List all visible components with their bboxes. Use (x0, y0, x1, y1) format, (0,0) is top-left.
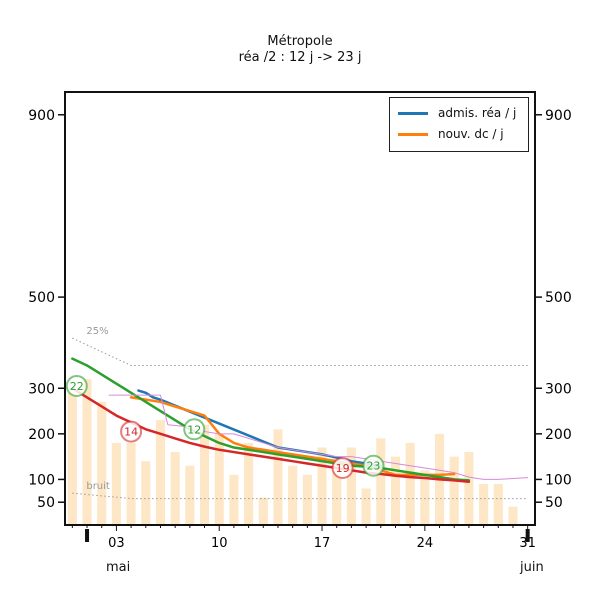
y-tick-label: 300 (28, 381, 55, 397)
y-tick-label: 500 (28, 290, 55, 306)
point-markers: 22 14 12 19 23 (65, 374, 385, 480)
marker-circle (362, 454, 385, 477)
month-boundary-marker (85, 529, 90, 542)
bar (332, 456, 342, 525)
marker: 22 (65, 374, 88, 397)
bar (479, 483, 489, 525)
bar-layer (67, 379, 518, 525)
bar (244, 442, 254, 525)
bar (229, 474, 239, 525)
bar (141, 461, 151, 525)
y-tick-label-right: 200 (545, 427, 572, 443)
marker-circle (331, 457, 354, 480)
series-line (129, 396, 456, 477)
marker: 12 (183, 418, 206, 441)
plot-frame (64, 91, 536, 526)
bar (199, 424, 210, 525)
marker-circle (65, 374, 88, 397)
bar (97, 401, 107, 525)
month-label-start: mai (106, 560, 131, 575)
y-tick-label-right: 500 (545, 290, 572, 306)
x-tick-label: 17 (314, 536, 331, 551)
bar (155, 420, 166, 525)
bar (185, 465, 195, 525)
legend-item-admis: admis. réa / j (398, 104, 516, 122)
y-tick-label-right: 100 (545, 472, 572, 488)
marker: 19 (331, 457, 354, 480)
axes: 50 50 100 100 200 200 300 300 500 500 900 900 03 10 17… (28, 108, 571, 551)
bar (493, 483, 503, 525)
marker-label: 19 (336, 462, 350, 475)
month-boundary-marker (525, 529, 530, 542)
legend-swatch-orange (398, 132, 428, 136)
legend-label-deces: nouv. dc / j (438, 127, 504, 141)
y-tick-label: 200 (28, 427, 55, 443)
legend: admis. réa / j nouv. dc / j (389, 97, 529, 152)
month-label-end: juin (520, 560, 544, 575)
bar (464, 452, 474, 525)
y-tick-label-right: 50 (545, 495, 563, 511)
bar (82, 379, 92, 525)
bar (449, 456, 459, 525)
bar (67, 392, 77, 525)
marker-circle (183, 418, 206, 441)
y-tick-label-right: 900 (545, 108, 572, 124)
y-tick-label: 900 (28, 108, 55, 124)
marker-label: 22 (70, 380, 84, 393)
bar (361, 488, 371, 525)
bar (302, 474, 312, 525)
bar (126, 442, 136, 525)
series-line (71, 357, 471, 482)
reference-lines: 25% bruit (72, 326, 528, 500)
bar (170, 452, 180, 525)
marker-label: 12 (187, 423, 201, 436)
bar (376, 438, 386, 525)
series-line (108, 394, 529, 480)
bar (405, 442, 415, 525)
legend-swatch-blue (398, 111, 428, 115)
marker-label: 23 (366, 460, 380, 473)
legend-item-deces: nouv. dc / j (398, 125, 504, 143)
reference-line-label: bruit (86, 481, 110, 492)
y-tick-label: 100 (28, 472, 55, 488)
bar (390, 456, 401, 525)
chart-subtitle: réa /2 : 12 j -> 23 j (238, 50, 362, 65)
bar (508, 506, 518, 525)
bar (288, 465, 298, 525)
chart-title: Métropole (267, 34, 333, 49)
reference-line (72, 337, 528, 366)
x-tick-label: 03 (108, 536, 125, 551)
bar (258, 497, 268, 525)
legend-label-admis: admis. réa / j (438, 106, 517, 120)
x-tick-label: 31 (519, 536, 536, 551)
x-tick-label: 24 (417, 536, 434, 551)
marker-label: 14 (124, 426, 138, 439)
reference-line-label: 25% (86, 326, 108, 337)
y-tick-label-right: 300 (545, 381, 572, 397)
bar (346, 447, 356, 525)
reference-line (72, 492, 528, 500)
y-tick-label: 50 (37, 495, 55, 511)
bar (273, 429, 283, 525)
bar (214, 433, 224, 525)
marker: 14 (120, 420, 143, 443)
bar (111, 442, 121, 525)
marker-circle (120, 420, 143, 443)
bar (420, 470, 430, 525)
marker: 23 (362, 454, 385, 477)
bar (317, 447, 327, 525)
x-tick-label: 10 (211, 536, 228, 551)
series-lines (71, 357, 529, 483)
